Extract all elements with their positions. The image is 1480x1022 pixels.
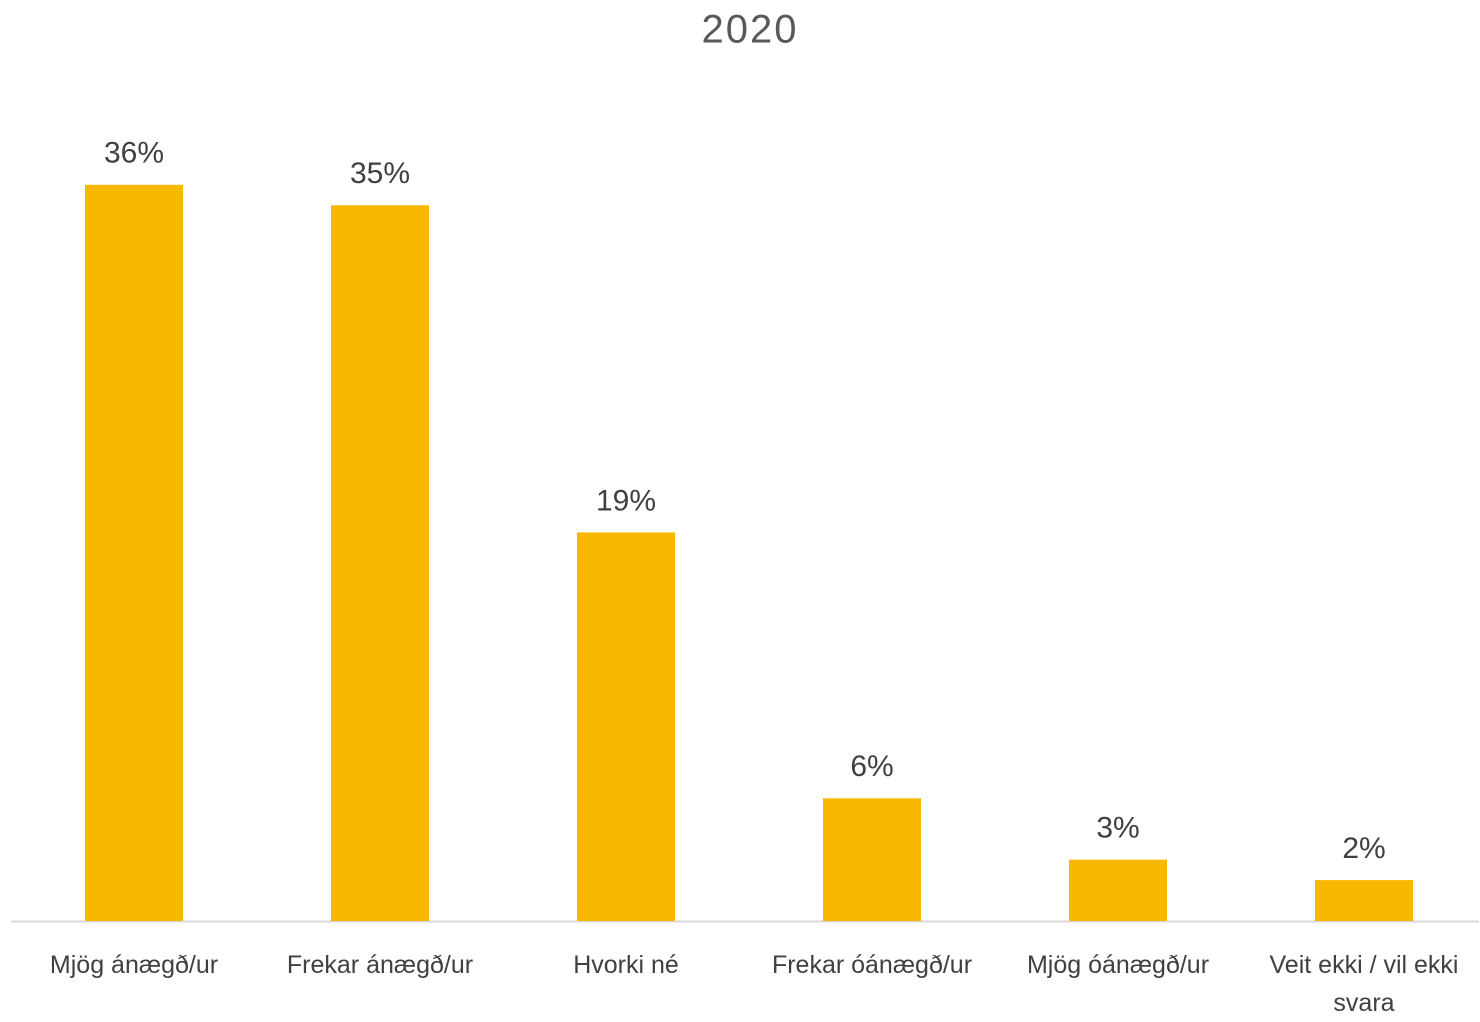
x-tick-label: Mjög óánægð/ur	[1026, 951, 1210, 979]
x-tick-label: Frekar óánægð/ur	[771, 951, 973, 979]
bar	[823, 798, 921, 921]
bar	[1315, 880, 1413, 921]
data-label: 6%	[850, 750, 893, 783]
x-tick-label: Frekar ánægð/ur	[286, 951, 474, 979]
data-label: 36%	[104, 137, 164, 170]
x-tick-label: Hvorki né	[573, 951, 679, 979]
bar	[1069, 859, 1167, 921]
bar	[85, 184, 183, 922]
bar	[577, 532, 675, 921]
bar	[331, 205, 429, 921]
data-label: 2%	[1342, 832, 1385, 865]
x-tick-label: Veit ekki / vil ekki svara	[1269, 951, 1459, 1017]
chart-title: 2020	[702, 8, 799, 52]
data-label: 35%	[350, 157, 410, 190]
x-tick-label: Mjög ánægð/ur	[49, 951, 219, 979]
data-label: 3%	[1096, 812, 1139, 845]
data-label: 19%	[596, 484, 656, 517]
